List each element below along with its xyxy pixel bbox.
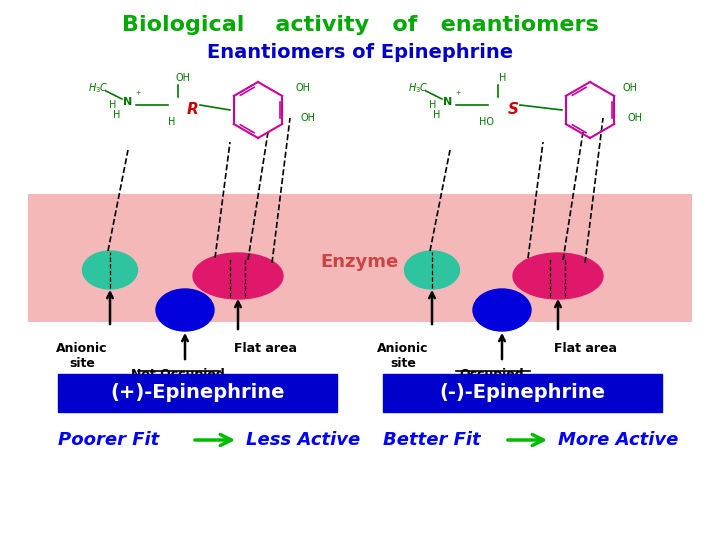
- Text: $^+$: $^+$: [134, 90, 142, 100]
- FancyBboxPatch shape: [28, 194, 692, 322]
- Text: H: H: [109, 100, 117, 110]
- Text: Anionic
site: Anionic site: [56, 342, 108, 370]
- Text: Occupied: Occupied: [459, 368, 524, 381]
- Text: N: N: [123, 97, 132, 107]
- Ellipse shape: [83, 251, 138, 289]
- Text: (+)-Epinephrine: (+)-Epinephrine: [111, 383, 285, 402]
- Text: HO: HO: [480, 117, 495, 127]
- Text: (-)-Epinephrine: (-)-Epinephrine: [439, 383, 605, 402]
- Text: Flat area: Flat area: [233, 342, 297, 355]
- Text: Better Fit: Better Fit: [383, 431, 481, 449]
- Text: More Active: More Active: [558, 431, 678, 449]
- Text: H: H: [499, 73, 507, 83]
- Text: H: H: [429, 100, 437, 110]
- Ellipse shape: [405, 251, 459, 289]
- Ellipse shape: [193, 253, 283, 299]
- Text: Not Occupied: Not Occupied: [131, 368, 225, 381]
- Text: $^+$: $^+$: [454, 90, 462, 100]
- Text: H: H: [433, 110, 441, 120]
- Text: Enzyme: Enzyme: [321, 253, 399, 271]
- Text: OH: OH: [295, 83, 310, 93]
- Text: S: S: [508, 102, 518, 117]
- Text: H: H: [168, 117, 176, 127]
- Text: $H_3C$: $H_3C$: [88, 81, 109, 95]
- FancyBboxPatch shape: [383, 374, 662, 412]
- Text: OH: OH: [628, 113, 642, 123]
- FancyArrowPatch shape: [508, 435, 544, 446]
- Text: R: R: [187, 102, 199, 117]
- Text: Enantiomers of Epinephrine: Enantiomers of Epinephrine: [207, 43, 513, 62]
- Text: H: H: [113, 110, 121, 120]
- Text: N: N: [444, 97, 453, 107]
- Text: OH: OH: [300, 113, 315, 123]
- Text: Poorer Fit: Poorer Fit: [58, 431, 159, 449]
- FancyBboxPatch shape: [58, 374, 337, 412]
- Text: Flat area: Flat area: [554, 342, 616, 355]
- Ellipse shape: [473, 289, 531, 331]
- FancyArrowPatch shape: [195, 435, 231, 446]
- Text: Biological    activity   of   enantiomers: Biological activity of enantiomers: [122, 15, 598, 35]
- Ellipse shape: [156, 289, 214, 331]
- Ellipse shape: [513, 253, 603, 299]
- Text: OH: OH: [176, 73, 191, 83]
- Text: OH: OH: [623, 83, 637, 93]
- Text: $H_3C$: $H_3C$: [408, 81, 428, 95]
- Text: Less Active: Less Active: [246, 431, 360, 449]
- Text: Anionic
site: Anionic site: [377, 342, 428, 370]
